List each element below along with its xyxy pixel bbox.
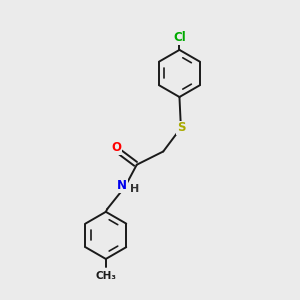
Text: N: N [117, 179, 127, 192]
Text: H: H [130, 184, 139, 194]
Text: S: S [177, 122, 185, 134]
Text: O: O [112, 141, 122, 154]
Text: Cl: Cl [173, 31, 186, 44]
Text: CH₃: CH₃ [95, 271, 116, 281]
